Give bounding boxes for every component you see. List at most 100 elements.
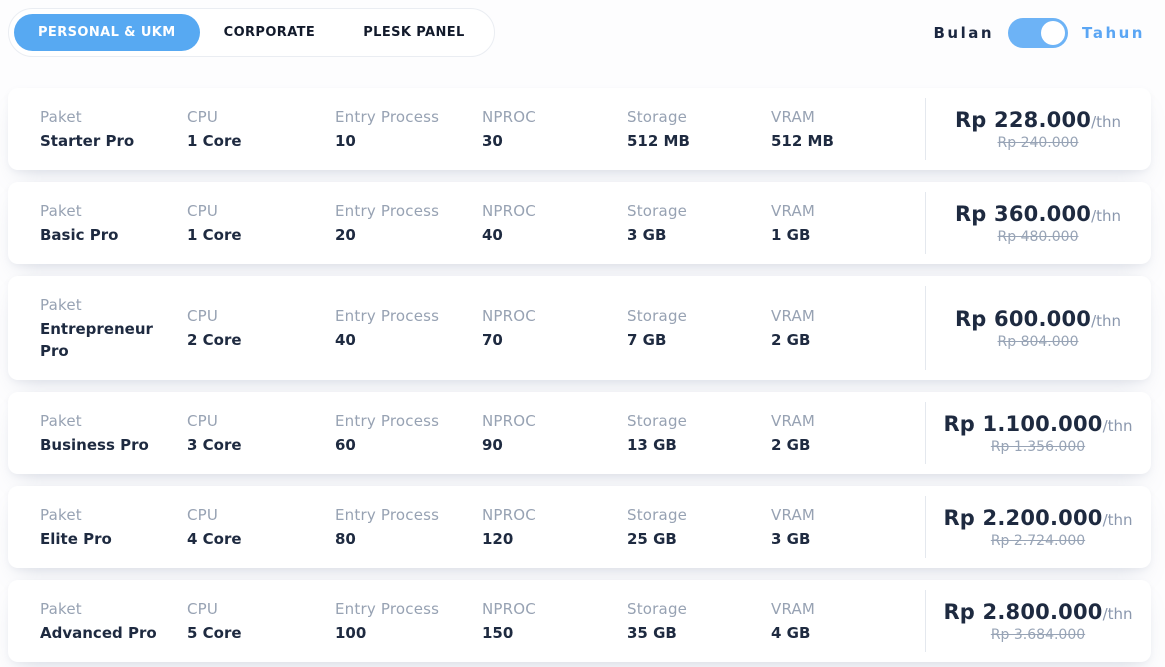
- entry-process-cell: Entry Process 20: [335, 200, 482, 246]
- plan-old-price: Rp 2.724.000: [990, 532, 1086, 549]
- nproc-label: NPROC: [482, 412, 536, 430]
- plan-card: Paket Elite Pro CPU 4 Core Entry Process…: [8, 486, 1151, 568]
- plan-card: Paket Business Pro CPU 3 Core Entry Proc…: [8, 392, 1151, 474]
- price-period-suffix: /thn: [1102, 510, 1133, 529]
- cpu-cell: CPU 2 Core: [187, 305, 335, 351]
- plan-cpu: 5 Core: [187, 624, 242, 642]
- price-line: Rp 2.200.000 /thn: [943, 506, 1132, 530]
- entry-process-label: Entry Process: [335, 412, 440, 430]
- plan-name: Basic Pro: [40, 226, 119, 244]
- plan-name: Advanced Pro: [40, 624, 157, 642]
- storage-cell: Storage 35 GB: [627, 598, 771, 644]
- plan-entry-process: 20: [335, 226, 356, 244]
- entry-process-cell: Entry Process 40: [335, 305, 482, 351]
- paket-cell: Paket Basic Pro: [40, 200, 187, 246]
- storage-cell: Storage 512 MB: [627, 106, 771, 152]
- plan-name: Business Pro: [40, 436, 149, 454]
- plan-nproc: 40: [482, 226, 503, 244]
- cpu-label: CPU: [187, 600, 219, 618]
- price-period-suffix: /thn: [1091, 206, 1122, 225]
- plan-entry-process: 80: [335, 530, 356, 548]
- monthly-label[interactable]: Bulan: [933, 23, 995, 42]
- plan-name: Elite Pro: [40, 530, 112, 548]
- entry-process-label: Entry Process: [335, 600, 440, 618]
- vram-label: VRAM: [771, 108, 816, 126]
- category-tabs: PERSONAL & UKM CORPORATE PLESK PANEL: [8, 8, 495, 57]
- plan-vram: 1 GB: [771, 226, 811, 244]
- tab-personal-ukm[interactable]: PERSONAL & UKM: [14, 14, 200, 51]
- nproc-cell: NPROC 40: [482, 200, 627, 246]
- plan-list: Paket Starter Pro CPU 1 Core Entry Proce…: [8, 88, 1151, 662]
- cpu-cell: CPU 5 Core: [187, 598, 335, 644]
- price-line: Rp 600.000 /thn: [955, 307, 1121, 331]
- price-line: Rp 228.000 /thn: [955, 108, 1121, 132]
- plan-storage: 25 GB: [627, 530, 677, 548]
- nproc-label: NPROC: [482, 202, 536, 220]
- plan-card: Paket Basic Pro CPU 1 Core Entry Process…: [8, 182, 1151, 264]
- paket-cell: Paket Advanced Pro: [40, 598, 187, 644]
- plan-card: Paket Starter Pro CPU 1 Core Entry Proce…: [8, 88, 1151, 170]
- vram-label: VRAM: [771, 307, 816, 325]
- plan-storage: 7 GB: [627, 331, 667, 349]
- entry-process-label: Entry Process: [335, 202, 440, 220]
- plan-entry-process: 100: [335, 624, 367, 642]
- price-period-suffix: /thn: [1091, 311, 1122, 330]
- vram-cell: VRAM 2 GB: [771, 305, 925, 351]
- plan-nproc: 150: [482, 624, 514, 642]
- price-cell: Rp 1.100.000 /thn Rp 1.356.000: [925, 402, 1151, 464]
- billing-period-switch[interactable]: [1008, 17, 1069, 48]
- entry-process-label: Entry Process: [335, 307, 440, 325]
- nproc-cell: NPROC 30: [482, 106, 627, 152]
- plan-price: Rp 360.000: [954, 201, 1092, 226]
- nproc-label: NPROC: [482, 600, 536, 618]
- plan-card: Paket Advanced Pro CPU 5 Core Entry Proc…: [8, 580, 1151, 662]
- plan-nproc: 30: [482, 132, 503, 150]
- tab-corporate[interactable]: CORPORATE: [200, 14, 340, 51]
- yearly-label[interactable]: Tahun: [1082, 23, 1145, 42]
- plan-storage: 512 MB: [627, 132, 690, 150]
- plan-price: Rp 2.200.000: [943, 505, 1103, 530]
- entry-process-label: Entry Process: [335, 506, 440, 524]
- plan-card: Paket Entrepreneur Pro CPU 2 Core Entry …: [8, 276, 1151, 380]
- entry-process-cell: Entry Process 80: [335, 504, 482, 550]
- plan-storage: 3 GB: [627, 226, 667, 244]
- cpu-cell: CPU 1 Core: [187, 200, 335, 246]
- storage-label: Storage: [627, 108, 688, 126]
- nproc-cell: NPROC 150: [482, 598, 627, 644]
- plan-entry-process: 60: [335, 436, 356, 454]
- tab-plesk-panel[interactable]: PLESK PANEL: [339, 14, 489, 51]
- paket-cell: Paket Elite Pro: [40, 504, 187, 550]
- plan-cpu: 4 Core: [187, 530, 242, 548]
- cpu-label: CPU: [187, 506, 219, 524]
- plan-cpu: 2 Core: [187, 331, 242, 349]
- storage-cell: Storage 7 GB: [627, 305, 771, 351]
- vram-cell: VRAM 1 GB: [771, 200, 925, 246]
- plan-nproc: 120: [482, 530, 514, 548]
- paket-label: Paket: [40, 600, 82, 618]
- storage-label: Storage: [627, 600, 688, 618]
- nproc-label: NPROC: [482, 307, 536, 325]
- plan-cpu: 1 Core: [187, 226, 242, 244]
- vram-label: VRAM: [771, 506, 816, 524]
- plan-storage: 35 GB: [627, 624, 677, 642]
- plan-price: Rp 600.000: [954, 306, 1092, 331]
- price-cell: Rp 2.800.000 /thn Rp 3.684.000: [925, 590, 1151, 652]
- plan-nproc: 70: [482, 331, 503, 349]
- price-cell: Rp 228.000 /thn Rp 240.000: [925, 98, 1151, 160]
- price-period-suffix: /thn: [1102, 416, 1133, 435]
- plan-price: Rp 228.000: [954, 107, 1092, 132]
- entry-process-cell: Entry Process 100: [335, 598, 482, 644]
- paket-label: Paket: [40, 506, 82, 524]
- paket-label: Paket: [40, 202, 82, 220]
- plan-vram: 2 GB: [771, 331, 811, 349]
- plan-cpu: 1 Core: [187, 132, 242, 150]
- storage-label: Storage: [627, 202, 688, 220]
- entry-process-cell: Entry Process 60: [335, 410, 482, 456]
- paket-label: Paket: [40, 412, 82, 430]
- topbar: PERSONAL & UKM CORPORATE PLESK PANEL Bulan…: [8, 8, 1151, 57]
- paket-label: Paket: [40, 108, 82, 126]
- cpu-label: CPU: [187, 108, 219, 126]
- plan-old-price: Rp 480.000: [997, 228, 1079, 245]
- plan-entry-process: 40: [335, 331, 356, 349]
